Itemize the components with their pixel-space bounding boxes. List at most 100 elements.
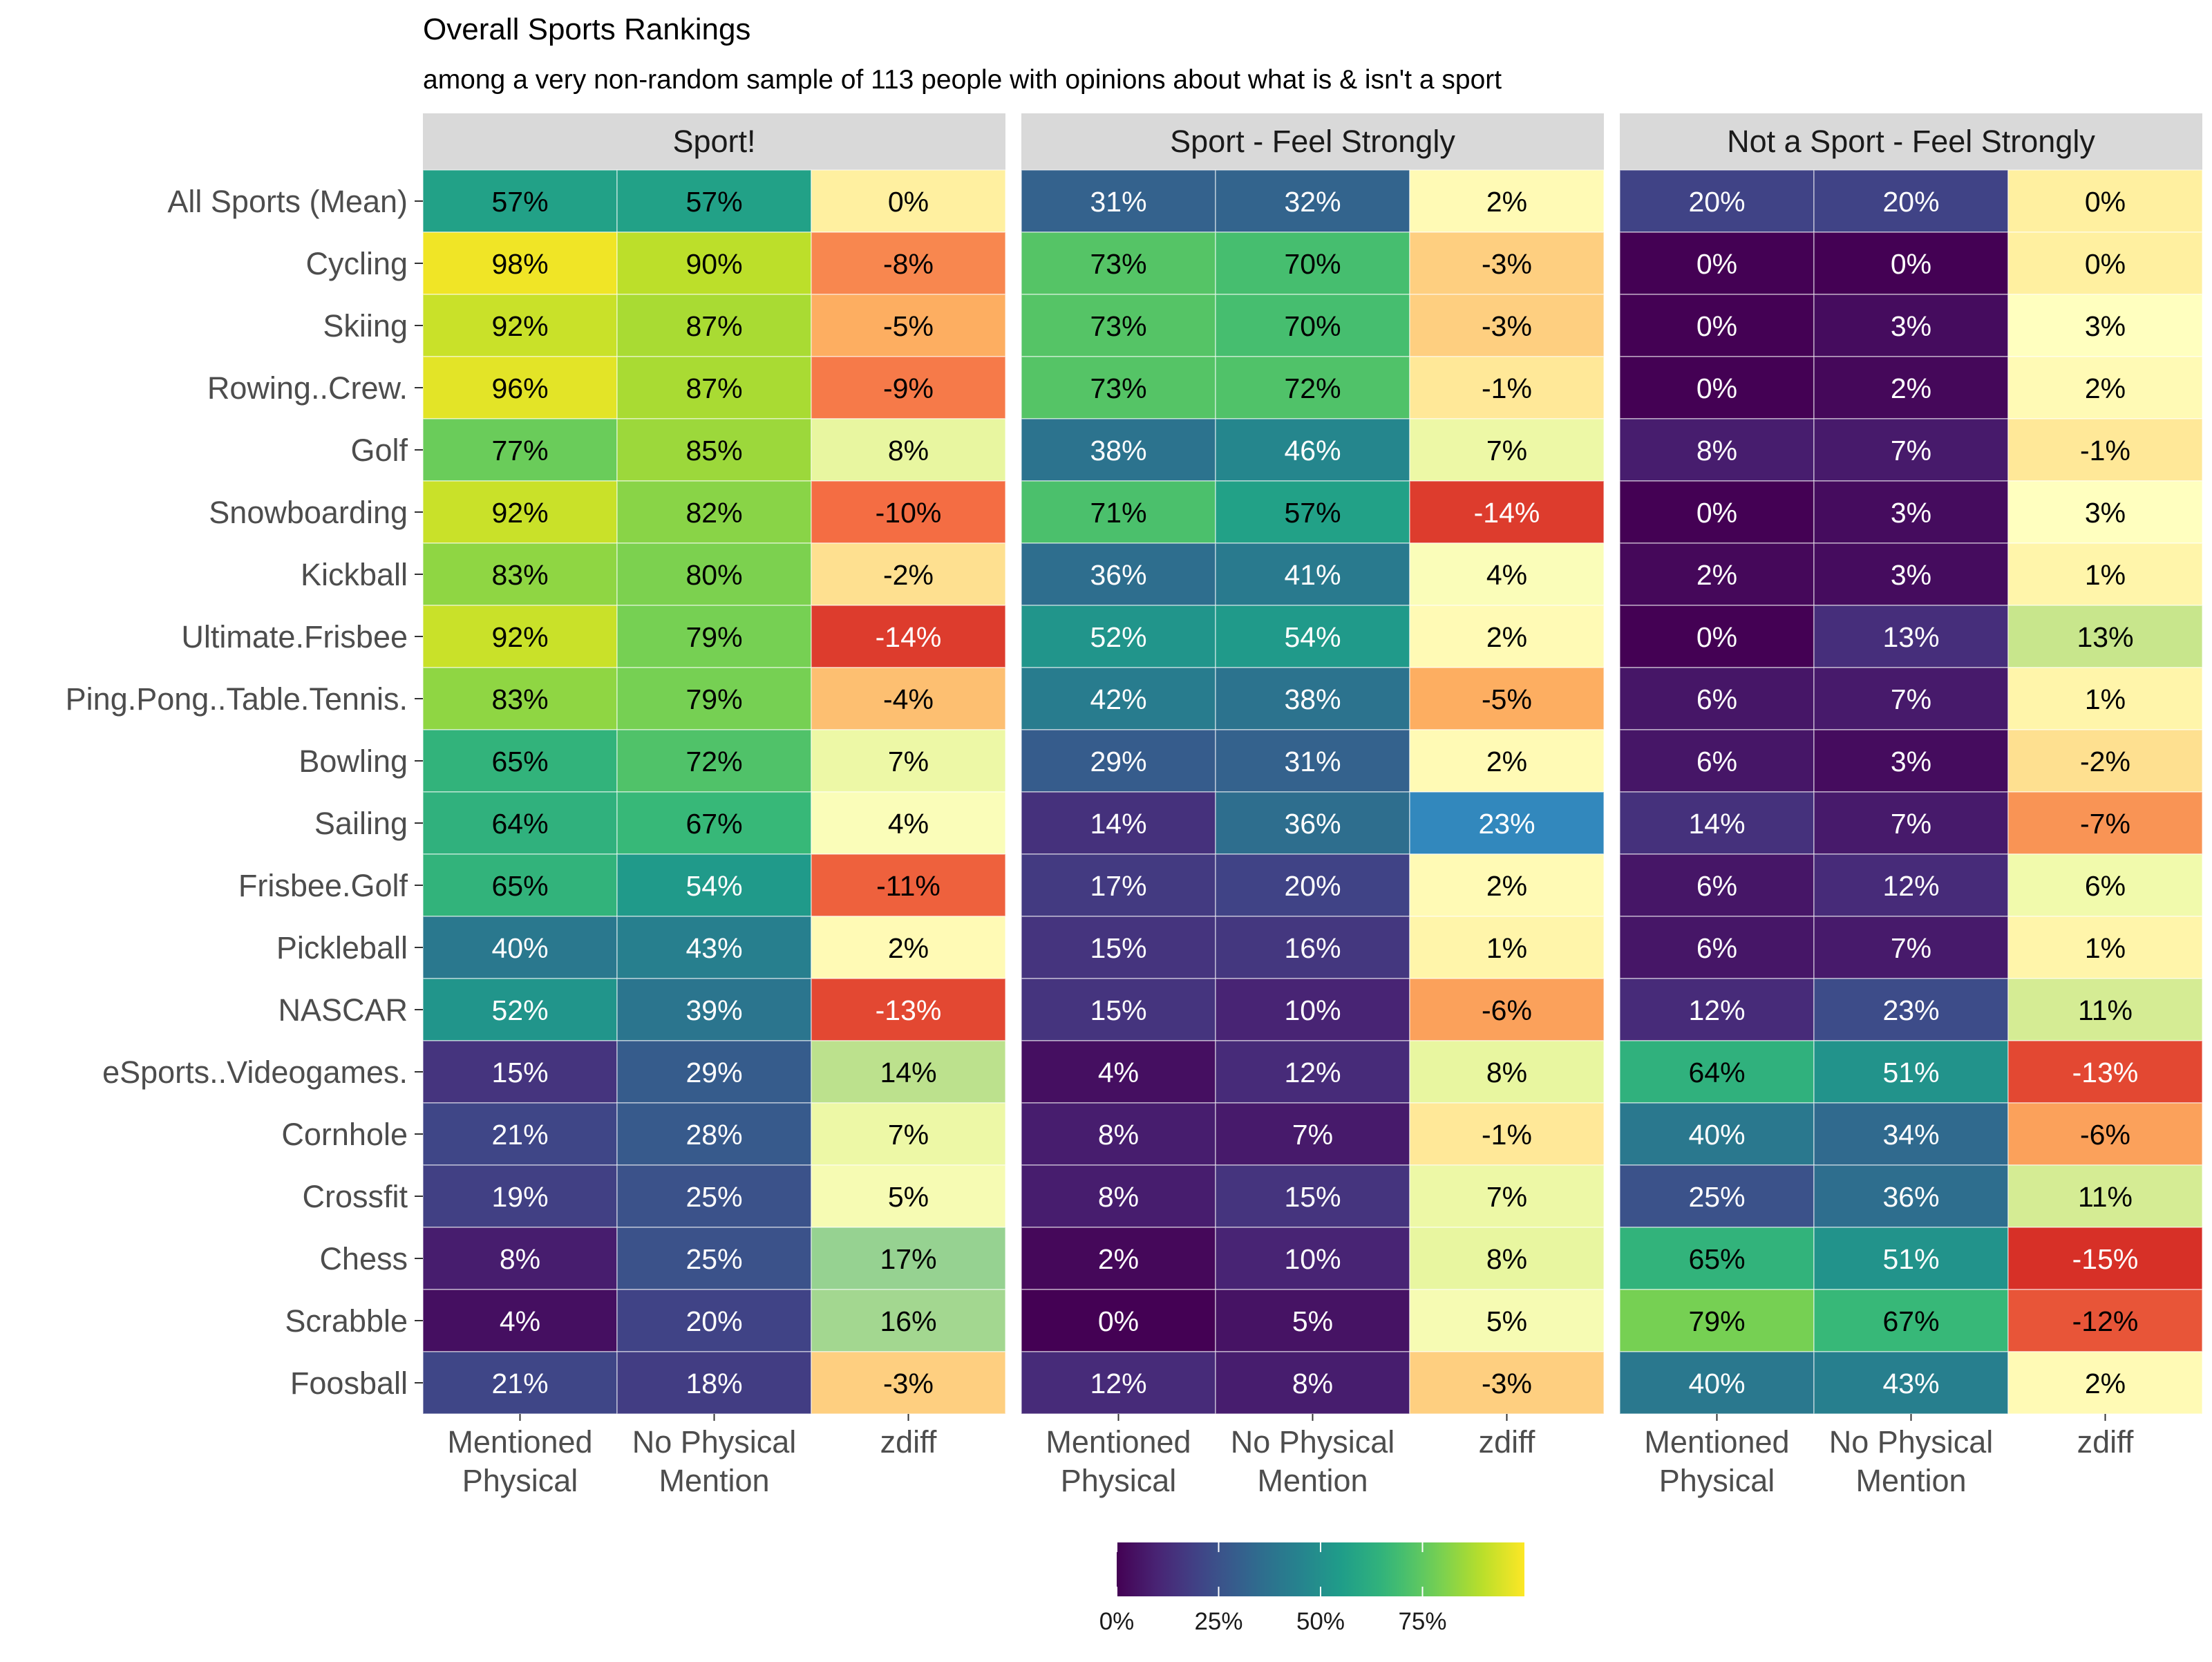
heatmap-cell [1021,1102,1216,1166]
heatmap-cell [422,542,618,606]
panel-not-a-sport-feel-strongly: Not a Sport - Feel Strongly 20% 20% 0% 0% 0% 0… [1619,113,2203,1415]
row-label-golf: Golf [350,433,408,468]
cell-value-label: 79% [1688,1305,1745,1337]
cell-value-label: 2% [2085,372,2126,404]
cell-value-label: 15% [1284,1181,1341,1213]
cell-value-label: 7% [1292,1119,1333,1151]
heatmap-cell [422,232,618,295]
cell-value-label: 51% [1882,1057,1939,1088]
cell-value-label: 20% [1882,186,1939,218]
cell-value-label: 64% [1688,1057,1745,1088]
panel-strip [423,113,1005,170]
cell-value-label: -1% [2080,435,2130,466]
cell-value-label: 0% [1891,248,1931,280]
heatmap-cell [1813,1351,2009,1415]
cell-value-label: -3% [883,1368,934,1399]
heatmap-cell [616,169,812,233]
cell-value-label: 70% [1284,248,1341,280]
cell-value-label: 67% [1882,1305,1939,1337]
heatmap-cell [1409,916,1605,979]
cell-value-label: 17% [880,1243,936,1275]
heatmap-cell [616,480,812,544]
panel-strip [1021,113,1604,170]
cell-value-label: 13% [1882,621,1939,653]
cell-value-label: 21% [491,1119,548,1151]
heatmap-cell [616,418,812,482]
cell-value-label: 29% [1090,746,1146,777]
heatmap-cell [1813,1227,2009,1290]
heatmap-cell [422,791,618,855]
cell-value-label: 18% [686,1368,742,1399]
cell-value-label: 17% [1090,870,1146,902]
cell-value-label: 72% [686,746,742,777]
cell-value-label: 5% [888,1181,929,1213]
cell-value-label: 15% [1090,932,1146,964]
heatmap-cell [1409,605,1605,668]
cell-value-label: 40% [491,932,548,964]
cell-value-label: 4% [500,1305,540,1337]
column-label-zdiff: zdiff [880,1424,937,1460]
cell-value-label: 57% [1284,497,1341,529]
heatmap-cell [1021,853,1216,917]
heatmap-cell [2007,1040,2203,1104]
heatmap-cell [1215,480,1410,544]
cell-value-label: 57% [686,186,742,218]
cell-value-label: 73% [1090,372,1146,404]
cell-value-label: 73% [1090,248,1146,280]
heatmap-cell [616,916,812,979]
heatmap-cell [811,418,1006,482]
row-label-all-sports-mean: All Sports (Mean) [167,184,408,219]
cell-value-label: 5% [1292,1305,1333,1337]
cell-value-label: 0% [1696,248,1737,280]
heatmap-cell [616,1351,812,1415]
heatmap-cell [1813,978,2009,1041]
cell-value-label: 65% [491,746,548,777]
cell-value-label: 98% [491,248,548,280]
heatmap-cell [1409,232,1605,295]
heatmap-cell [1619,418,1815,482]
cell-value-label: 92% [491,497,548,529]
heatmap-cell [1409,978,1605,1041]
heatmap-cell [1409,418,1605,482]
cell-value-label: 0% [888,186,929,218]
heatmap-cell [811,1102,1006,1166]
heatmap-cell [1021,169,1216,233]
panel-strip-label: Sport - Feel Strongly [1170,124,1455,159]
heatmap-cell [1813,667,2009,730]
cell-value-label: 7% [888,746,929,777]
heatmap-cell [1813,605,2009,668]
heatmap-cell [1021,1227,1216,1290]
heatmap-cell [1813,853,2009,917]
cell-value-label: 82% [686,497,742,529]
cell-value-label: 6% [1696,746,1737,777]
cell-value-label: 38% [1090,435,1146,466]
heatmap-cell [1021,1351,1216,1415]
cell-value-label: 54% [686,870,742,902]
heatmap-cell [811,978,1006,1041]
cell-value-label: -11% [876,870,940,902]
heatmap-cell [1021,1164,1216,1228]
heatmap-cell [1813,294,2009,357]
heatmap-cell [2007,1289,2203,1352]
heatmap-cell [1813,356,2009,419]
cell-value-label: 36% [1284,808,1341,840]
heatmap-cell [1021,1289,1216,1352]
cell-value-label: 39% [686,994,742,1026]
heatmap-cell [2007,169,2203,233]
heatmap-cell [811,605,1006,668]
cell-value-label: 31% [1090,186,1146,218]
cell-value-label: 40% [1688,1119,1745,1151]
heatmap-cell [1619,667,1815,730]
cell-value-label: 38% [1284,683,1341,715]
cell-value-label: 3% [1891,497,1931,529]
heatmap-cell [1813,232,2009,295]
cell-value-label: 0% [2085,248,2126,280]
cell-value-label: 4% [1486,559,1527,591]
cell-value-label: 3% [1891,746,1931,777]
cell-value-label: -5% [1482,683,1532,715]
cell-value-label: 0% [2085,186,2126,218]
cell-value-label: 7% [1486,435,1527,466]
cell-value-label: -2% [883,559,934,591]
cell-value-label: -6% [2080,1119,2130,1151]
